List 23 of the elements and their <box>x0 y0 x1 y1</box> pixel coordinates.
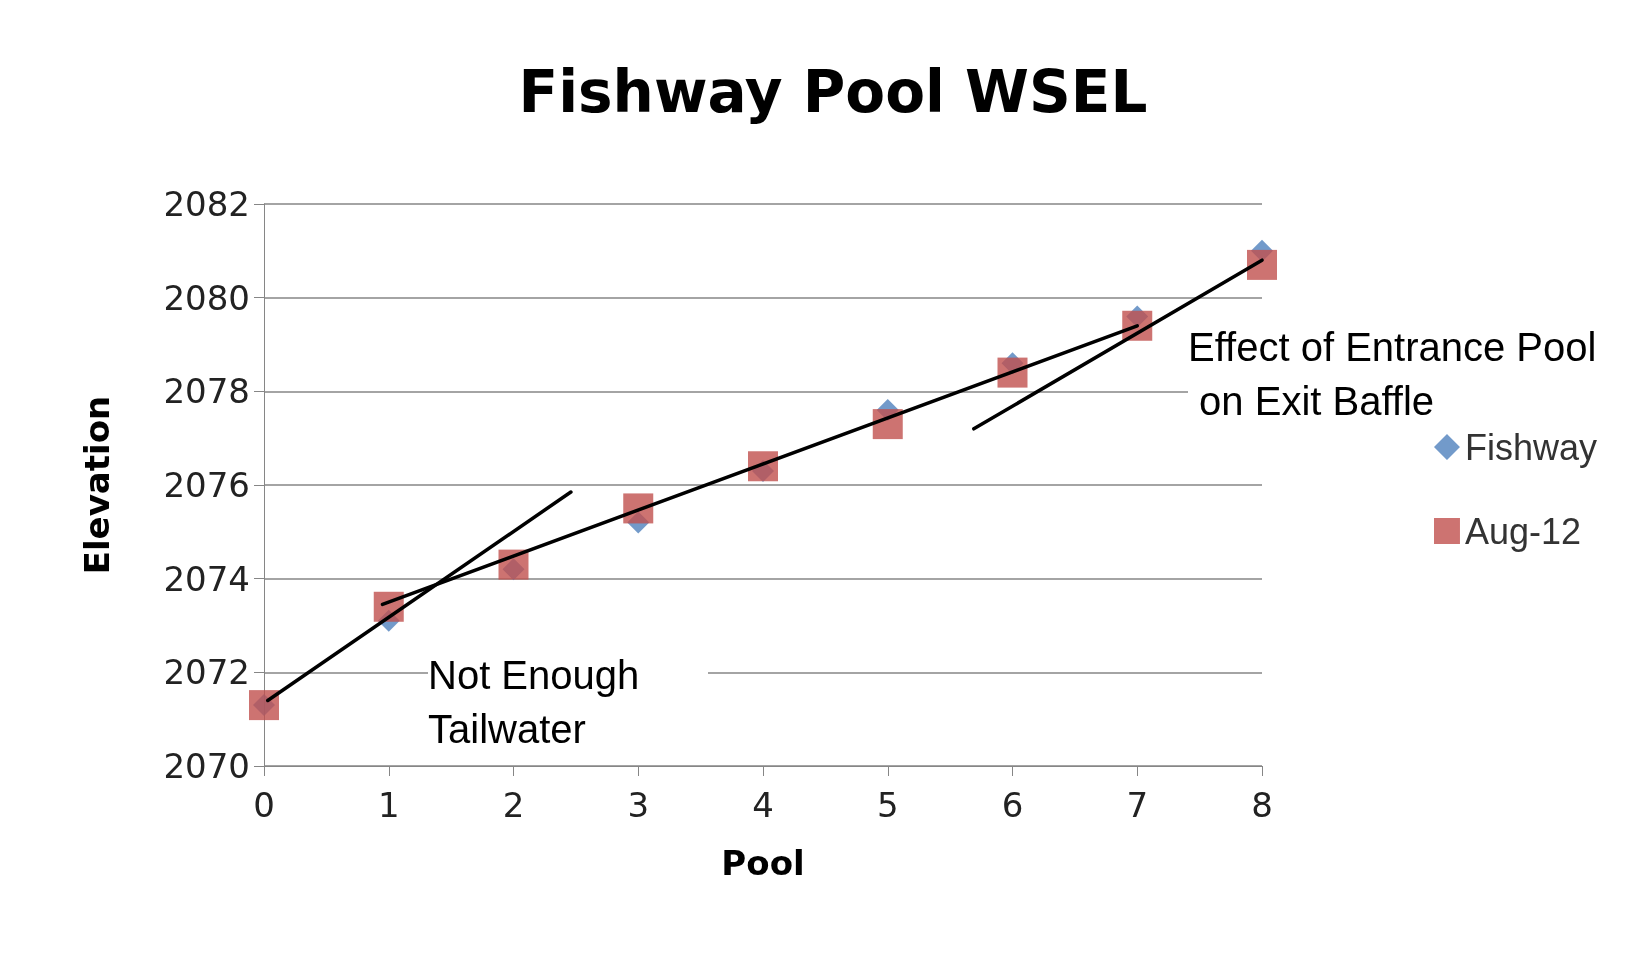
x-tick-label: 8 <box>1251 785 1273 825</box>
y-axis-title: Elevation <box>77 395 117 575</box>
x-tick-label: 5 <box>876 785 899 825</box>
legend-label: Fishway <box>1464 426 1597 468</box>
annotation: Not Enough Tailwater <box>428 653 651 751</box>
y-tick-label: 2072 <box>163 652 250 693</box>
y-tick-label: 2082 <box>163 184 250 224</box>
y-tick-label: 2078 <box>163 371 250 412</box>
x-axis-title: Pool <box>721 843 805 883</box>
chart-title: Fishway Pool WSEL <box>518 58 1148 126</box>
x-tick-label: 6 <box>1001 785 1024 825</box>
x-tick-label: 4 <box>752 785 774 825</box>
x-tick-label: 2 <box>502 785 525 825</box>
y-tick-label: 2074 <box>163 558 250 599</box>
x-tick-label: 1 <box>377 785 400 825</box>
x-tick-label: 3 <box>627 785 650 825</box>
y-tick-label: 2080 <box>163 277 250 318</box>
legend-label: Aug-12 <box>1464 510 1582 552</box>
y-tick-label: 2076 <box>163 465 250 505</box>
x-tick-label: 7 <box>1126 785 1149 825</box>
y-tick-label: 2070 <box>163 746 250 786</box>
annotation: Effect of Entrance Pool on Exit Baffle <box>1188 325 1597 423</box>
x-tick-label: 0 <box>253 785 275 825</box>
